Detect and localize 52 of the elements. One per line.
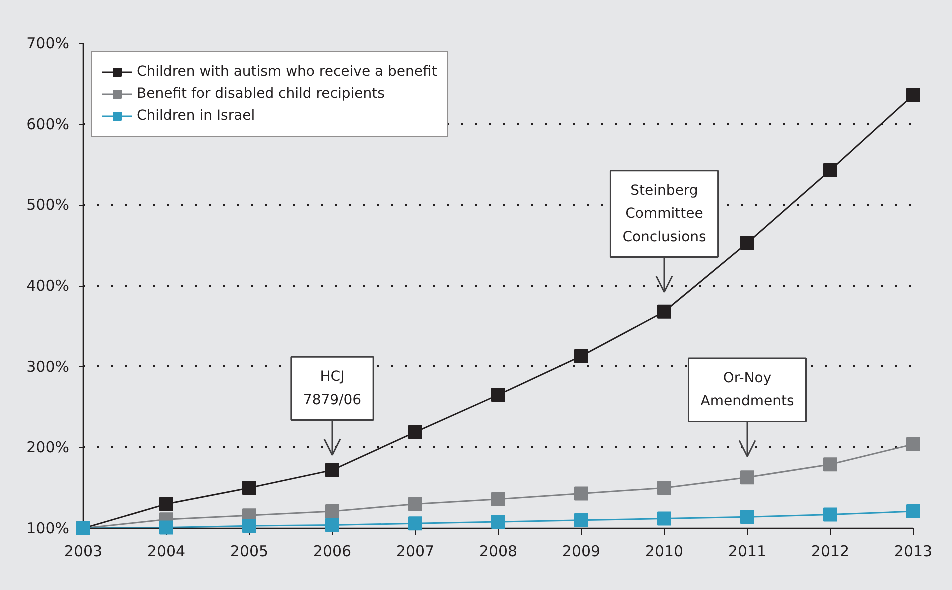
point bbox=[408, 516, 422, 531]
point bbox=[160, 520, 174, 535]
annotation: Steinberg Committee Conclusions bbox=[622, 182, 706, 246]
point bbox=[740, 236, 754, 250]
point bbox=[408, 497, 422, 512]
point bbox=[574, 513, 588, 528]
point bbox=[326, 504, 340, 519]
x-tick-label: 2009 bbox=[562, 542, 601, 560]
y-tick-label: 200% bbox=[26, 438, 70, 457]
point bbox=[658, 304, 672, 319]
point bbox=[824, 458, 838, 472]
annotation: HCJ 7879/06 bbox=[303, 369, 362, 408]
y-tick-label: 100% bbox=[26, 520, 70, 538]
point bbox=[492, 515, 506, 530]
x-tick-label: 2007 bbox=[396, 542, 435, 560]
point bbox=[242, 519, 256, 534]
point bbox=[492, 388, 506, 402]
point bbox=[824, 508, 838, 522]
point bbox=[492, 492, 506, 506]
point bbox=[326, 518, 340, 532]
y-tick-label: 700% bbox=[26, 34, 70, 52]
point bbox=[160, 497, 174, 512]
x-tick-label: 2011 bbox=[728, 542, 767, 560]
point bbox=[658, 512, 672, 526]
point bbox=[824, 163, 838, 178]
x-tick-label: 2004 bbox=[147, 542, 186, 560]
annotation: Or-Noy Amendments bbox=[700, 370, 794, 410]
point bbox=[242, 481, 256, 496]
y-tick-label: 300% bbox=[26, 358, 70, 376]
legend-label: Benefit for disabled child recipients bbox=[137, 86, 385, 102]
y-tick-label: 600% bbox=[26, 115, 70, 134]
y-tick-label: 500% bbox=[26, 196, 70, 214]
point bbox=[574, 486, 588, 501]
point bbox=[906, 437, 920, 452]
x-tick-label: 2005 bbox=[230, 542, 269, 560]
legend-label: Children in Israel bbox=[137, 108, 256, 124]
point bbox=[574, 349, 588, 364]
point bbox=[658, 481, 672, 496]
x-tick-label: 2008 bbox=[479, 542, 518, 560]
point bbox=[740, 470, 754, 485]
point bbox=[326, 463, 340, 478]
x-tick-label: 2012 bbox=[811, 542, 850, 560]
point bbox=[906, 88, 920, 102]
y-tick-label: 400% bbox=[26, 277, 70, 295]
point bbox=[740, 510, 754, 524]
x-tick-label: 2006 bbox=[313, 542, 352, 560]
x-tick-label: 2003 bbox=[64, 542, 103, 560]
x-tick-label: 2013 bbox=[894, 542, 933, 560]
legend-label: Children with autism who receive a benefit bbox=[137, 64, 438, 80]
point bbox=[906, 504, 920, 519]
x-tick-label: 2010 bbox=[645, 542, 684, 560]
point bbox=[408, 425, 422, 440]
